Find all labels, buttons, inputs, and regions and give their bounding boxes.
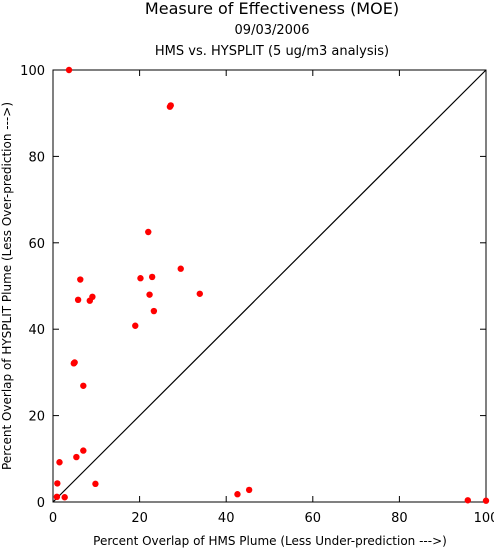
reference-diagonal-line xyxy=(52,69,487,503)
data-point xyxy=(71,359,78,366)
y-axis-label: Percent Overlap of HYSPLIT Plume (Less O… xyxy=(0,102,14,470)
x-tick-label: 0 xyxy=(49,511,57,526)
data-point xyxy=(150,307,158,315)
data-point xyxy=(245,486,253,494)
data-point xyxy=(482,497,490,504)
x-tick-label: 20 xyxy=(131,511,148,526)
data-point xyxy=(80,382,87,389)
data-point xyxy=(65,66,73,74)
plot-frame xyxy=(52,69,487,503)
x-tick-label: 40 xyxy=(218,511,235,526)
y-tick-label: 20 xyxy=(28,410,45,425)
y-tick-label: 60 xyxy=(28,237,45,252)
data-point xyxy=(196,290,203,297)
data-point xyxy=(61,494,68,501)
data-point xyxy=(73,453,80,461)
data-point xyxy=(167,102,174,109)
data-point xyxy=(74,296,82,304)
axis-ticks: 0 20 40 60 80 100 0 20 40 60 80 100 xyxy=(20,64,494,526)
data-point xyxy=(80,447,87,454)
chart-title: Measure of Effectiveness (MOE) xyxy=(145,0,399,18)
y-tick-label: 40 xyxy=(28,323,45,338)
data-point xyxy=(177,265,184,272)
data-point xyxy=(132,322,139,329)
data-point xyxy=(464,497,472,504)
chart-subtitle-analysis: HMS vs. HYSPLIT (5 ug/m3 analysis) xyxy=(155,44,389,59)
x-tick-label: 60 xyxy=(305,511,322,526)
data-point xyxy=(146,291,153,298)
data-point xyxy=(92,480,99,488)
data-point xyxy=(86,297,94,304)
data-points xyxy=(53,66,490,504)
chart-subtitle-date: 09/03/2006 xyxy=(235,23,310,38)
data-point xyxy=(54,480,61,487)
data-point xyxy=(56,459,63,466)
data-point xyxy=(234,491,241,498)
data-point xyxy=(53,493,61,501)
x-axis-label: Percent Overlap of HMS Plume (Less Under… xyxy=(93,534,447,548)
data-point xyxy=(145,228,152,236)
y-tick-label: 0 xyxy=(37,496,45,511)
data-point xyxy=(77,276,84,283)
y-tick-label: 100 xyxy=(20,64,45,79)
x-tick-label: 80 xyxy=(391,511,408,526)
data-point xyxy=(137,275,144,282)
x-tick-label: 100 xyxy=(474,511,494,526)
y-tick-label: 80 xyxy=(28,150,45,165)
data-point xyxy=(148,273,156,281)
plot-area: 0 20 40 60 80 100 0 20 40 60 80 100 xyxy=(20,64,494,526)
